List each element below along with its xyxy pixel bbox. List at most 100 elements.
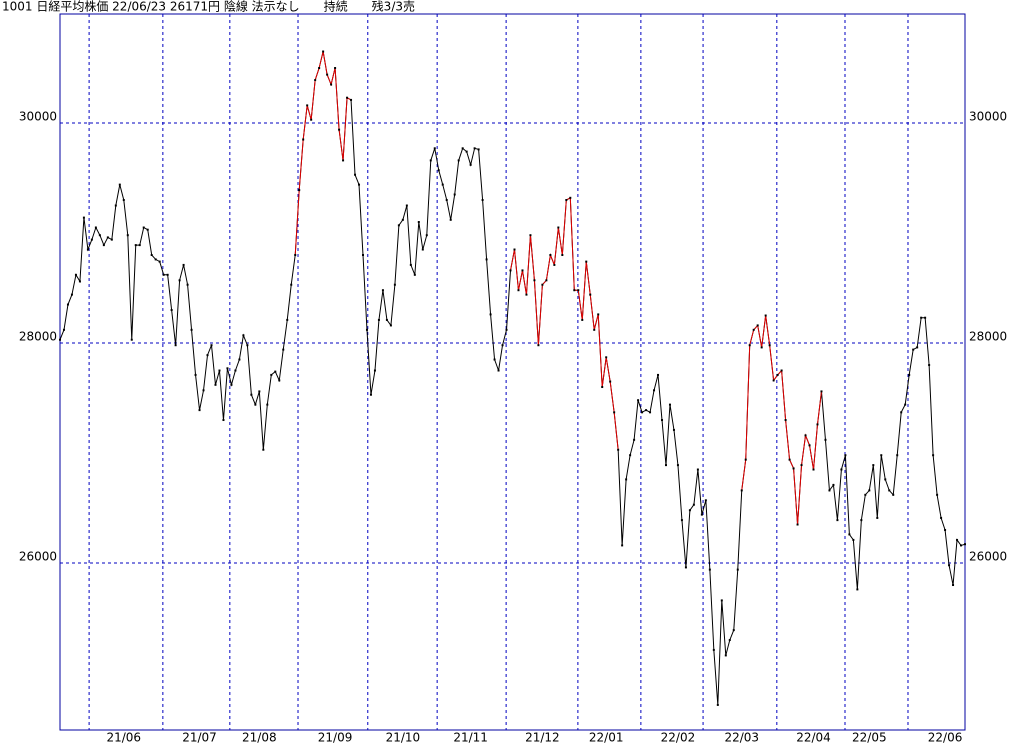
price-point — [920, 316, 923, 319]
price-point — [804, 434, 807, 437]
price-point — [182, 263, 185, 266]
price-point — [318, 67, 321, 70]
price-point — [310, 118, 313, 121]
price-point — [748, 344, 751, 347]
price-point — [641, 411, 644, 414]
price-point — [218, 369, 221, 372]
x-tick-label: 21/11 — [453, 731, 488, 745]
price-point — [800, 464, 803, 467]
price-point — [334, 67, 337, 70]
price-point — [210, 344, 213, 347]
price-point — [792, 467, 795, 470]
price-point — [369, 393, 372, 396]
price-point — [421, 248, 424, 251]
price-point — [944, 529, 947, 532]
price-point — [409, 263, 412, 266]
price-point — [66, 303, 69, 306]
price-point — [716, 703, 719, 706]
price-point — [545, 279, 548, 282]
price-point — [573, 289, 576, 292]
price-point — [238, 358, 241, 361]
price-point — [936, 493, 939, 496]
price-point — [633, 438, 636, 441]
price-point — [82, 216, 85, 219]
price-point — [533, 279, 536, 282]
price-point — [668, 403, 671, 406]
price-point — [306, 104, 309, 107]
price-point — [916, 346, 919, 349]
price-point — [342, 159, 345, 162]
price-point — [361, 254, 364, 257]
price-point — [242, 334, 245, 337]
price-point — [860, 519, 863, 522]
price-point — [234, 369, 237, 372]
price-point — [629, 454, 632, 457]
price-point — [645, 409, 648, 412]
price-point — [752, 328, 755, 331]
price-point — [529, 234, 532, 237]
price-point — [354, 173, 357, 176]
price-point — [162, 273, 165, 276]
price-point — [956, 538, 959, 541]
price-point — [222, 419, 225, 422]
y-tick-label-right: 28000 — [969, 330, 1007, 344]
price-point — [784, 419, 787, 422]
price-point — [118, 183, 121, 186]
price-point — [724, 654, 727, 657]
price-point — [481, 199, 484, 202]
price-point — [206, 354, 209, 357]
price-point — [158, 260, 161, 263]
price-point — [170, 309, 173, 312]
price-point — [365, 328, 368, 331]
price-point — [445, 199, 448, 202]
price-point — [146, 228, 149, 231]
price-point — [330, 83, 333, 86]
price-point — [214, 383, 217, 386]
price-point — [764, 314, 767, 317]
price-point — [350, 98, 353, 101]
price-point — [708, 568, 711, 571]
price-point — [892, 493, 895, 496]
price-point — [78, 280, 81, 283]
price-point — [912, 348, 915, 351]
price-point — [122, 199, 125, 202]
price-point — [102, 244, 105, 247]
price-point — [62, 328, 65, 331]
price-point — [824, 438, 827, 441]
price-point — [326, 73, 329, 76]
price-point — [202, 389, 205, 392]
price-point — [848, 533, 851, 536]
price-point — [649, 411, 652, 414]
price-point — [844, 454, 847, 457]
price-point — [940, 516, 943, 519]
price-point — [888, 489, 891, 492]
price-point — [676, 464, 679, 467]
price-point — [816, 423, 819, 426]
x-tick-label: 22/05 — [852, 731, 887, 745]
price-point — [509, 269, 512, 272]
price-point — [489, 313, 492, 316]
price-point — [110, 238, 113, 241]
price-point — [812, 468, 815, 471]
price-point — [174, 344, 177, 347]
price-point — [413, 273, 416, 276]
price-point — [661, 419, 664, 422]
price-point — [896, 454, 899, 457]
price-point — [114, 204, 117, 207]
x-tick-label: 21/08 — [242, 731, 277, 745]
price-point — [194, 373, 197, 376]
price-point — [720, 599, 723, 602]
price-point — [381, 289, 384, 292]
price-point — [593, 328, 596, 331]
price-point — [457, 159, 460, 162]
price-point — [808, 444, 811, 447]
x-tick-label: 22/03 — [724, 731, 759, 745]
price-point — [322, 50, 325, 53]
price-point — [553, 263, 556, 266]
x-tick-label: 21/12 — [525, 731, 560, 745]
price-point — [549, 254, 552, 257]
price-point — [302, 138, 305, 141]
price-point — [186, 283, 189, 286]
x-tick-label: 21/10 — [386, 731, 421, 745]
